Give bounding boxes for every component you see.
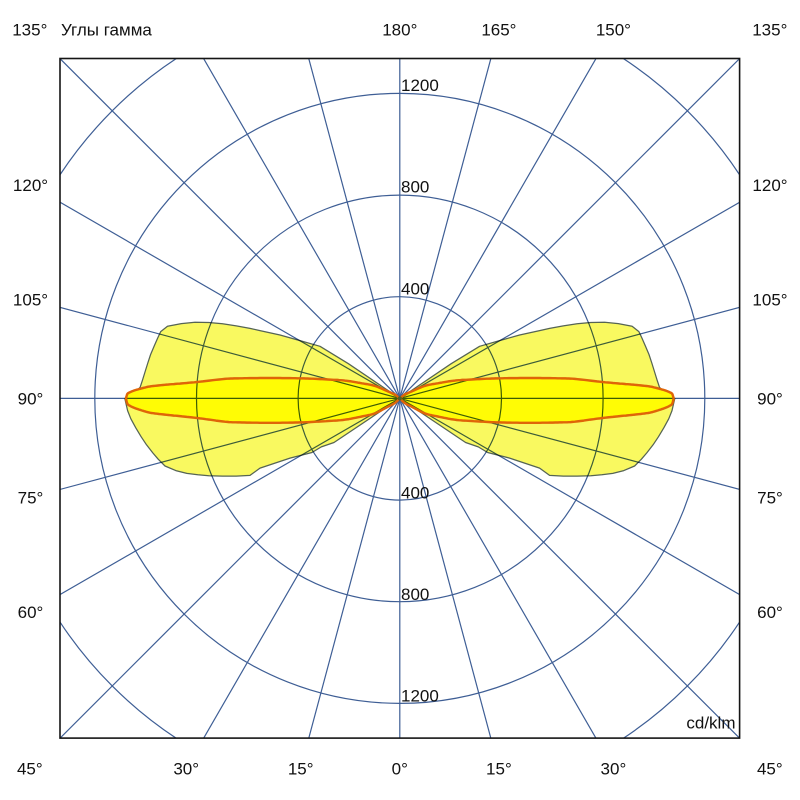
svg-text:135°: 135° xyxy=(12,21,47,40)
svg-text:1200: 1200 xyxy=(401,76,439,95)
svg-text:800: 800 xyxy=(401,178,429,197)
svg-text:75°: 75° xyxy=(757,489,783,508)
svg-text:120°: 120° xyxy=(13,176,48,195)
svg-text:120°: 120° xyxy=(752,176,787,195)
svg-text:150°: 150° xyxy=(596,21,631,40)
svg-text:75°: 75° xyxy=(18,489,44,508)
svg-text:90°: 90° xyxy=(18,389,44,408)
svg-text:0°: 0° xyxy=(392,760,408,779)
svg-text:45°: 45° xyxy=(757,760,783,779)
svg-text:Углы гамма: Углы гамма xyxy=(61,21,152,40)
svg-text:60°: 60° xyxy=(757,603,783,622)
svg-text:30°: 30° xyxy=(173,760,199,779)
svg-text:1200: 1200 xyxy=(401,687,439,706)
svg-text:90°: 90° xyxy=(757,389,783,408)
svg-text:105°: 105° xyxy=(13,290,48,309)
svg-text:800: 800 xyxy=(401,585,429,604)
svg-text:400: 400 xyxy=(401,279,429,298)
svg-text:cd/klm: cd/klm xyxy=(686,714,735,733)
svg-text:135°: 135° xyxy=(752,21,787,40)
svg-text:15°: 15° xyxy=(288,760,314,779)
svg-text:165°: 165° xyxy=(481,21,516,40)
svg-text:45°: 45° xyxy=(17,760,43,779)
svg-text:180°: 180° xyxy=(382,21,417,40)
svg-text:400: 400 xyxy=(401,483,429,502)
svg-text:30°: 30° xyxy=(601,760,627,779)
svg-text:105°: 105° xyxy=(752,290,787,309)
svg-text:15°: 15° xyxy=(486,760,512,779)
svg-text:60°: 60° xyxy=(18,603,44,622)
